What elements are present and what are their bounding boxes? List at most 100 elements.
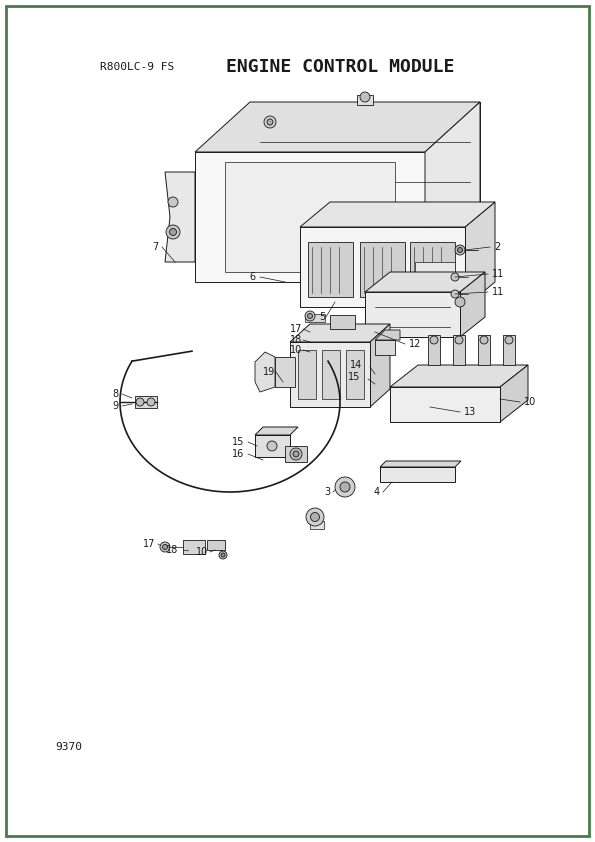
Text: 17: 17 — [143, 539, 155, 549]
Circle shape — [451, 290, 459, 298]
Text: 10: 10 — [196, 547, 208, 557]
Circle shape — [455, 336, 463, 344]
Polygon shape — [365, 272, 485, 292]
Text: 16: 16 — [231, 449, 244, 459]
Polygon shape — [500, 365, 528, 422]
Text: 9370: 9370 — [55, 742, 82, 752]
Text: 13: 13 — [464, 407, 476, 417]
Bar — [290, 342, 370, 407]
Bar — [135, 396, 157, 408]
Bar — [330, 315, 355, 329]
Bar — [365, 292, 460, 337]
Polygon shape — [300, 202, 495, 227]
Text: 14: 14 — [350, 360, 362, 370]
Bar — [503, 335, 515, 365]
Circle shape — [455, 245, 465, 255]
Circle shape — [308, 313, 312, 318]
Polygon shape — [250, 102, 480, 232]
Polygon shape — [290, 324, 390, 342]
Text: 11: 11 — [492, 287, 504, 297]
Circle shape — [458, 248, 462, 253]
Polygon shape — [380, 461, 461, 467]
Circle shape — [340, 482, 350, 492]
Bar — [380, 467, 455, 482]
Bar — [183, 540, 205, 554]
Text: 5: 5 — [319, 312, 325, 322]
Text: 6: 6 — [249, 272, 255, 282]
Circle shape — [451, 273, 459, 281]
Text: ENGINE CONTROL MODULE: ENGINE CONTROL MODULE — [226, 58, 454, 76]
Bar — [390, 387, 500, 422]
Text: 18: 18 — [166, 545, 178, 555]
Circle shape — [160, 542, 170, 552]
Circle shape — [221, 553, 225, 557]
Text: 18: 18 — [290, 335, 302, 345]
Circle shape — [166, 225, 180, 239]
Polygon shape — [370, 324, 390, 407]
Bar — [346, 350, 364, 399]
Circle shape — [311, 513, 320, 521]
Polygon shape — [460, 272, 485, 337]
Circle shape — [267, 441, 277, 451]
Text: 17: 17 — [290, 324, 302, 334]
Circle shape — [360, 92, 370, 102]
Polygon shape — [255, 427, 298, 435]
Circle shape — [305, 311, 315, 321]
Circle shape — [455, 297, 465, 307]
Text: 4: 4 — [374, 487, 380, 497]
Circle shape — [162, 545, 168, 550]
Bar — [310, 521, 324, 529]
Text: 9: 9 — [112, 401, 118, 411]
Bar — [285, 446, 307, 462]
Circle shape — [480, 336, 488, 344]
Bar — [275, 357, 295, 387]
Text: 12: 12 — [409, 339, 421, 349]
Circle shape — [147, 398, 155, 406]
Circle shape — [170, 228, 177, 236]
Bar — [410, 242, 455, 297]
Bar — [255, 435, 290, 457]
Polygon shape — [165, 172, 195, 262]
Bar — [308, 242, 353, 297]
Circle shape — [335, 477, 355, 497]
Bar — [207, 540, 225, 550]
Polygon shape — [465, 202, 495, 307]
Polygon shape — [195, 102, 480, 152]
Circle shape — [306, 508, 324, 526]
Circle shape — [293, 451, 299, 457]
Text: 11: 11 — [492, 269, 504, 279]
Circle shape — [168, 197, 178, 207]
Bar — [415, 262, 455, 282]
Bar — [300, 227, 465, 307]
Circle shape — [219, 551, 227, 559]
Polygon shape — [255, 352, 275, 392]
Text: 10: 10 — [524, 397, 536, 407]
Circle shape — [505, 336, 513, 344]
Bar — [322, 350, 340, 399]
Polygon shape — [390, 365, 528, 387]
Bar — [357, 95, 373, 105]
Text: 10: 10 — [290, 345, 302, 355]
Bar — [428, 335, 440, 365]
Text: 7: 7 — [152, 242, 158, 252]
Bar — [453, 335, 465, 365]
Text: R800LC-9 FS: R800LC-9 FS — [100, 62, 174, 72]
Circle shape — [267, 119, 273, 125]
Circle shape — [430, 336, 438, 344]
Polygon shape — [425, 102, 480, 282]
Text: 15: 15 — [231, 437, 244, 447]
Circle shape — [136, 398, 144, 406]
Text: 3: 3 — [324, 487, 330, 497]
Text: 2: 2 — [494, 242, 500, 252]
Bar — [375, 340, 395, 355]
Bar — [298, 350, 316, 399]
Polygon shape — [375, 330, 400, 340]
Bar — [478, 335, 490, 365]
Bar — [305, 314, 325, 322]
Bar — [360, 242, 405, 297]
Circle shape — [290, 448, 302, 460]
Text: 15: 15 — [347, 372, 360, 382]
Bar — [225, 162, 395, 272]
Circle shape — [264, 116, 276, 128]
Text: 19: 19 — [263, 367, 275, 377]
